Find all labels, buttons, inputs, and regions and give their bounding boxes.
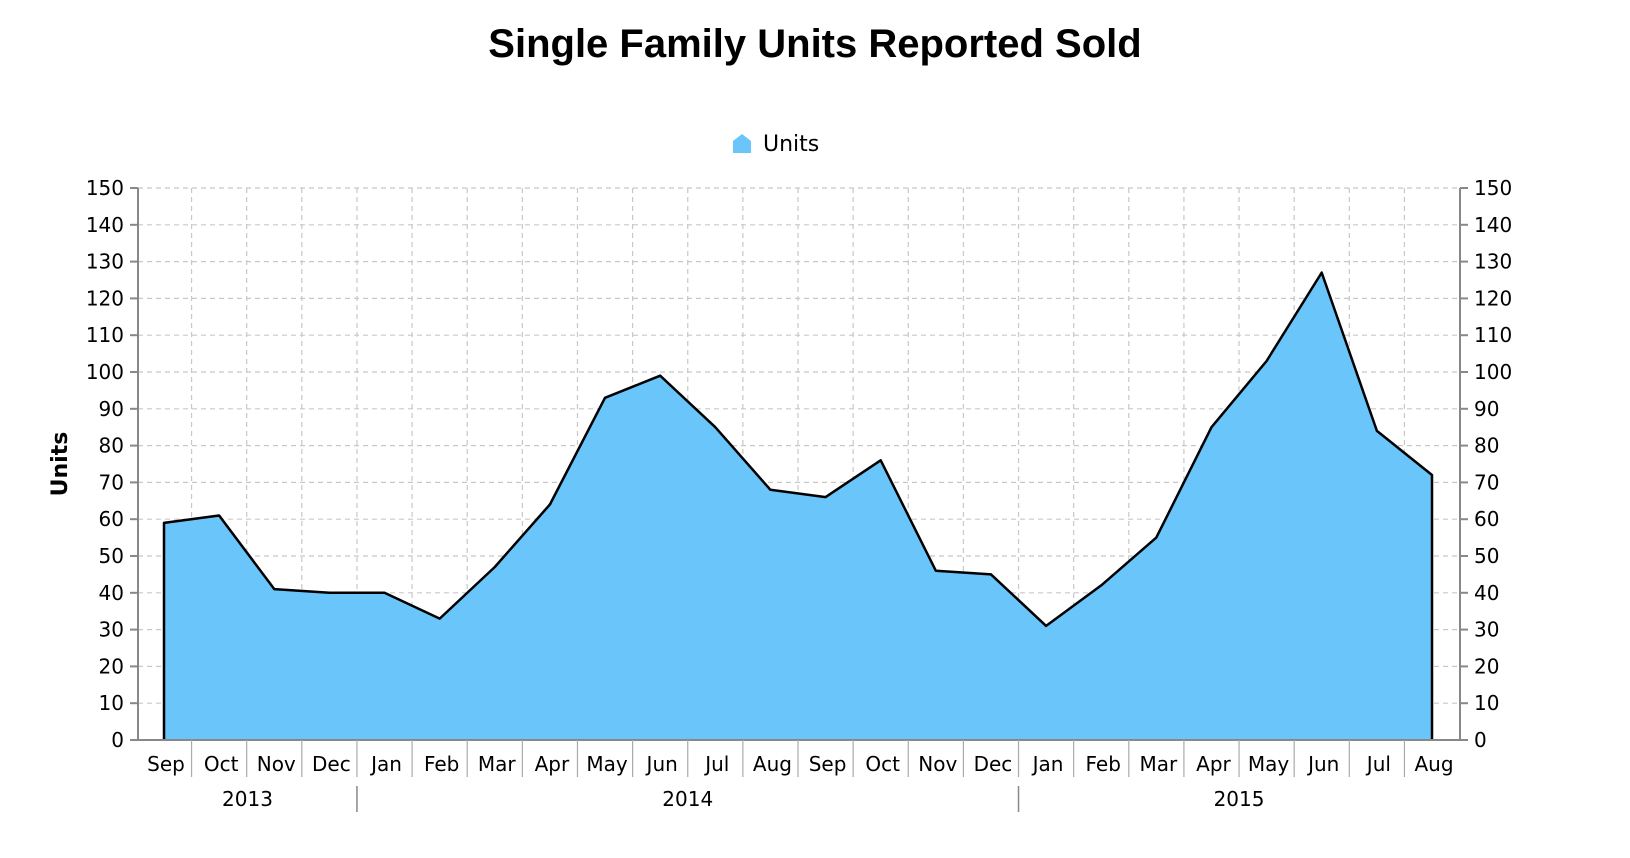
x-tick-label: May xyxy=(586,752,628,776)
x-tick-label: Apr xyxy=(535,752,570,776)
x-year-label: 2015 xyxy=(1214,787,1265,811)
y-axis-right-labels: 0 10 20 30 40 50 60 70 80 90 100 110 120 130 140 150 xyxy=(1474,176,1512,752)
y-tick-label-right: 140 xyxy=(1474,213,1512,237)
x-tick-label: Jun xyxy=(1306,752,1339,776)
y-tick-label-left: 100 xyxy=(86,360,124,384)
y-tick-label-left: 40 xyxy=(99,581,124,605)
x-tick-label: Nov xyxy=(257,752,296,776)
y-tick-label-left: 30 xyxy=(99,618,124,642)
y-tick-label-right: 100 xyxy=(1474,360,1512,384)
area-series-layer xyxy=(162,271,1434,740)
y-tick-label-left: 120 xyxy=(86,286,124,310)
y-tick-label-right: 150 xyxy=(1474,176,1512,200)
y-tick-label-right: 80 xyxy=(1474,434,1499,458)
y-tick-label-left: 0 xyxy=(111,728,124,752)
x-tick-label: Sep xyxy=(809,752,847,776)
x-year-label: 2013 xyxy=(222,787,273,811)
chart-title: Single Family Units Reported Sold xyxy=(488,22,1142,66)
y-tick-label-right: 70 xyxy=(1474,470,1499,494)
y-tick-label-right: 90 xyxy=(1474,397,1499,421)
y-tick-label-left: 50 xyxy=(99,544,124,568)
y-tick-label-left: 70 xyxy=(99,470,124,494)
area-outline xyxy=(162,271,1434,740)
x-tick-label: Oct xyxy=(865,752,900,776)
y-tick-label-left: 130 xyxy=(86,250,124,274)
y-tick-label-right: 60 xyxy=(1474,507,1499,531)
axes xyxy=(130,187,1468,777)
x-tick-label: Mar xyxy=(478,752,517,776)
x-tick-label: Aug xyxy=(753,752,792,776)
y-tick-label-right: 0 xyxy=(1474,728,1487,752)
y-tick-label-left: 90 xyxy=(99,397,124,421)
x-year-label: 2014 xyxy=(662,787,713,811)
y-tick-label-left: 60 xyxy=(99,507,124,531)
x-tick-label: Dec xyxy=(312,752,351,776)
x-tick-label: Aug xyxy=(1414,752,1453,776)
x-tick-label: Nov xyxy=(918,752,957,776)
y-tick-label-right: 110 xyxy=(1474,323,1512,347)
y-tick-label-right: 20 xyxy=(1474,654,1499,678)
x-tick-label: Sep xyxy=(147,752,185,776)
x-tick-label: Jul xyxy=(1365,752,1391,776)
x-tick-label: Feb xyxy=(424,752,459,776)
y-tick-label-right: 130 xyxy=(1474,250,1512,274)
y-tick-label-left: 110 xyxy=(86,323,124,347)
legend-label-units: Units xyxy=(763,132,819,157)
y-tick-label-right: 10 xyxy=(1474,691,1499,715)
y-tick-label-right: 120 xyxy=(1474,286,1512,310)
legend-swatch-icon xyxy=(733,134,751,153)
y-tick-label-left: 150 xyxy=(86,176,124,200)
y-axis-left-labels: 0 10 20 30 40 50 60 70 80 90 100 110 120 130 140 150 xyxy=(86,176,124,752)
y-tick-label-left: 140 xyxy=(86,213,124,237)
x-tick-label: Jan xyxy=(1031,752,1064,776)
y-tick-label-left: 10 xyxy=(99,691,124,715)
legend[interactable]: Units xyxy=(733,132,819,157)
x-tick-label: May xyxy=(1248,752,1290,776)
x-tick-label: Jun xyxy=(645,752,678,776)
x-tick-label: Apr xyxy=(1196,752,1231,776)
y-tick-label-left: 80 xyxy=(99,434,124,458)
x-axis-labels: Sep Oct Nov Dec Jan Feb Mar Apr May Jun Jul Aug Sep O… xyxy=(147,752,1453,776)
x-tick-label: Feb xyxy=(1086,752,1121,776)
y-tick-label-right: 30 xyxy=(1474,618,1499,642)
y-axis-title: Units xyxy=(48,432,73,497)
x-tick-label: Oct xyxy=(204,752,239,776)
x-tick-label: Dec xyxy=(974,752,1013,776)
x-axis-year-labels: 2013 2014 2015 xyxy=(222,786,1264,812)
x-tick-label: Mar xyxy=(1139,752,1178,776)
y-tick-label-right: 40 xyxy=(1474,581,1499,605)
x-tick-label: Jan xyxy=(369,752,402,776)
y-tick-label-left: 20 xyxy=(99,654,124,678)
y-tick-label-right: 50 xyxy=(1474,544,1499,568)
x-tick-label: Jul xyxy=(703,752,729,776)
area-fill xyxy=(164,272,1432,740)
